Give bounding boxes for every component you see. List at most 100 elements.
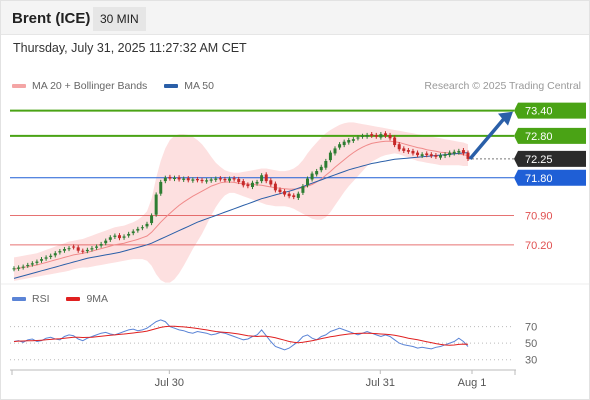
- candle-body: [438, 155, 442, 158]
- candle-body: [214, 178, 218, 180]
- candle-body: [443, 154, 447, 156]
- price-label-72.80: 72.80: [525, 131, 553, 143]
- candle-body: [145, 223, 149, 227]
- candle-body: [397, 144, 401, 150]
- price-label-73.40: 73.40: [525, 106, 553, 118]
- candle-body: [301, 186, 305, 193]
- candle-body: [273, 183, 277, 191]
- candle-body: [21, 266, 25, 268]
- candle-body: [104, 240, 108, 244]
- candle-body: [283, 191, 287, 195]
- legend-rsi-label: RSI: [32, 293, 50, 305]
- candle-body: [237, 179, 241, 182]
- candle-body: [388, 134, 392, 139]
- candle-body: [305, 178, 309, 186]
- candle-body: [347, 140, 351, 143]
- candle-body: [76, 247, 80, 251]
- legend-bollinger-swatch: [12, 84, 26, 89]
- candle-body: [420, 154, 424, 156]
- candle-body: [154, 194, 158, 215]
- candle-body: [62, 249, 66, 251]
- candle-body: [223, 179, 227, 181]
- timestamp: Thursday, July 31, 2025 11:27:32 AM CET: [13, 41, 247, 55]
- candle-body: [90, 248, 94, 250]
- candle-body: [131, 231, 135, 234]
- candle-body: [383, 133, 387, 136]
- x-tick-label: Aug 1: [458, 377, 487, 389]
- candle-body: [168, 176, 172, 179]
- candle-body: [292, 195, 296, 198]
- x-tick-label: Jul 30: [155, 377, 184, 389]
- candle-body: [95, 246, 99, 248]
- candle-body: [324, 160, 328, 168]
- ma50-line: [13, 152, 469, 279]
- projection-arrow-head: [498, 111, 513, 126]
- candle-body: [35, 261, 39, 263]
- candle-body: [85, 249, 89, 252]
- price-label-71.80: 71.80: [525, 173, 553, 185]
- candle-body: [287, 193, 291, 197]
- candle-body: [30, 263, 34, 265]
- candle-body: [461, 150, 465, 154]
- candle-body: [113, 235, 117, 237]
- instrument-title: Brent (ICE): [12, 10, 91, 27]
- legend-rsi-ma-swatch: [66, 297, 81, 302]
- candle-body: [416, 152, 420, 156]
- candle-body: [342, 141, 346, 146]
- candle-body: [402, 148, 406, 151]
- candle-body: [296, 193, 300, 198]
- candle-body: [425, 153, 429, 156]
- candle-body: [209, 179, 213, 181]
- candle-body: [122, 236, 126, 238]
- candle-body: [108, 237, 112, 240]
- candle-body: [255, 181, 259, 184]
- timeframe-selector[interactable]: 30 MIN: [93, 7, 146, 31]
- candle-body: [127, 233, 131, 236]
- price-label-70.90: 70.90: [525, 210, 553, 222]
- candle-body: [205, 180, 209, 182]
- candle-body: [448, 152, 452, 156]
- chart-header: Brent (ICE) 30 MIN: [1, 1, 589, 35]
- candle-body: [429, 154, 433, 156]
- rsi-tick-label: 30: [525, 355, 537, 367]
- copyright-text: Research © 2025 Trading Central: [424, 80, 581, 92]
- candle-body: [310, 173, 314, 180]
- rsi-legend: RSI 9MA: [12, 293, 122, 305]
- candle-body: [228, 178, 232, 181]
- candle-body: [53, 253, 57, 256]
- candle-body: [173, 177, 177, 180]
- ma20-line: [13, 140, 469, 270]
- candle-body: [434, 155, 438, 157]
- candle-body: [356, 137, 360, 139]
- candle-body: [466, 152, 470, 159]
- candle-body: [191, 179, 195, 181]
- candle-body: [232, 178, 236, 180]
- candle-body: [278, 189, 282, 193]
- candle-body: [406, 150, 410, 152]
- candle-body: [177, 177, 181, 180]
- candle-body: [370, 134, 374, 136]
- price-tag-pivot: [514, 169, 586, 186]
- legend-ma50-swatch: [164, 84, 179, 89]
- candle-body: [44, 257, 48, 259]
- legend-rsi-ma-label: 9MA: [86, 293, 109, 305]
- candle-body: [328, 152, 332, 161]
- candle-body: [195, 179, 199, 181]
- candle-body: [200, 179, 204, 182]
- candle-body: [379, 134, 383, 138]
- price-tag-resistance: [514, 127, 586, 144]
- candle-body: [393, 137, 397, 146]
- candle-body: [361, 135, 365, 137]
- projection-arrow-shaft: [468, 117, 506, 161]
- candle-body: [333, 148, 337, 154]
- candle-body: [26, 264, 30, 266]
- price-legend: MA 20 + Bollinger Bands MA 50: [12, 80, 228, 92]
- legend-rsi: RSI: [12, 293, 50, 305]
- legend-bollinger-label: MA 20 + Bollinger Bands: [32, 80, 148, 92]
- candle-body: [163, 177, 167, 182]
- legend-bollinger: MA 20 + Bollinger Bands: [12, 80, 147, 92]
- legend-rsi-ma: 9MA: [66, 293, 108, 305]
- candle-body: [351, 139, 355, 141]
- candle-body: [315, 171, 319, 175]
- candle-body: [218, 178, 222, 180]
